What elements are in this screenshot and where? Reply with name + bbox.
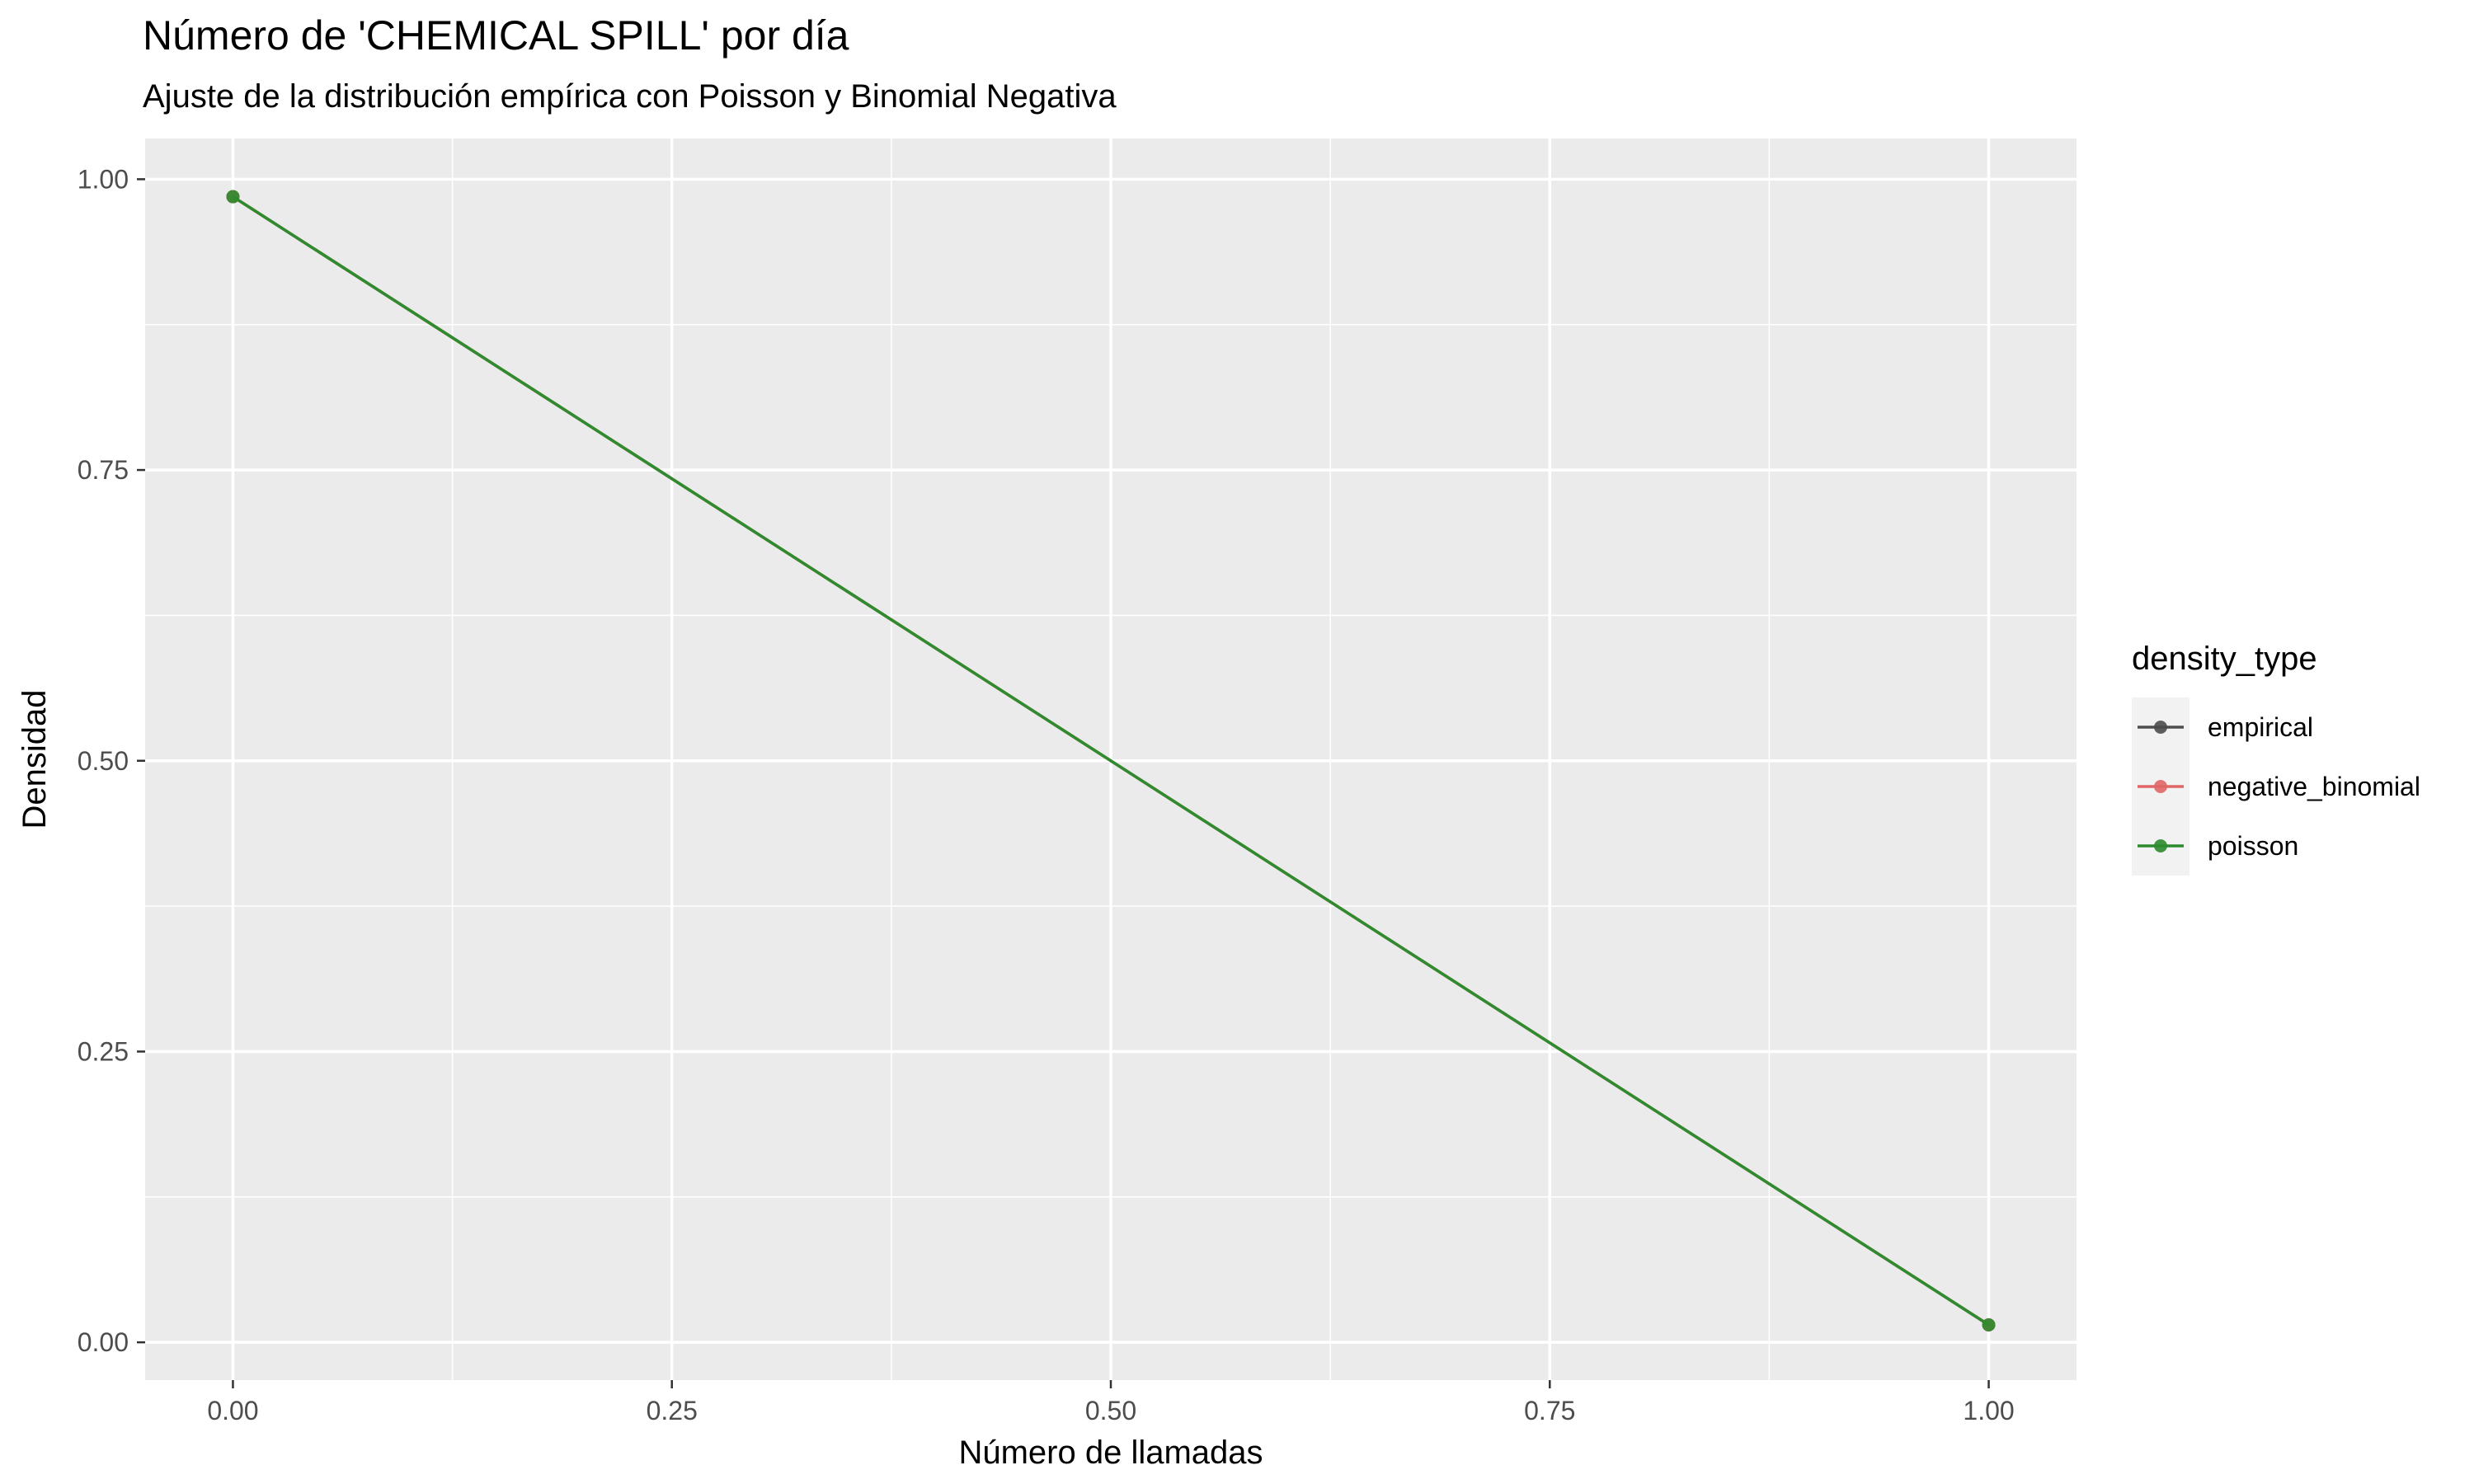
y-tick-label: 0.00 [78,1327,129,1357]
x-tick-label: 0.00 [207,1396,258,1425]
legend-item: negative_binomial [2132,757,2420,816]
legend-title: density_type [2132,641,2317,677]
legend: density_type empirical negative_binomialp… [2132,641,2420,876]
legend-key-point [2154,780,2167,793]
y-tick-label: 0.75 [78,455,129,485]
legend-key-point [2154,839,2167,852]
chart-subtitle: Ajuste de la distribución empírica con P… [143,78,1117,115]
y-axis-title: Densidad [16,689,53,829]
series-layer [226,190,1996,1331]
data-point [226,190,240,204]
x-tick-label: 0.25 [647,1396,698,1425]
y-axis: 0.00 0.25 0.50 0.75 1.00 [78,164,145,1357]
data-point [1982,1317,1996,1331]
series-line [232,195,1990,1327]
x-axis-title: Número de llamadas [958,1435,1263,1471]
legend-key-point [2154,721,2167,734]
legend-label: poisson [2208,831,2298,861]
x-tick-label: 0.75 [1524,1396,1575,1425]
legend-label: empirical [2208,712,2313,742]
legend-item: poisson [2132,816,2298,876]
y-tick-label: 0.25 [78,1036,129,1066]
series-poisson [226,190,1996,1331]
y-tick-label: 1.00 [78,164,129,194]
x-tick-label: 0.50 [1085,1396,1136,1425]
chart-title: Número de 'CHEMICAL SPILL' por día [143,12,849,59]
x-axis: 0.00 0.25 0.50 0.75 1.00 [207,1380,2015,1425]
y-tick-label: 0.50 [78,746,129,776]
x-tick-label: 1.00 [1963,1396,2014,1425]
legend-item: empirical [2132,697,2313,757]
legend-label: negative_binomial [2208,772,2420,801]
